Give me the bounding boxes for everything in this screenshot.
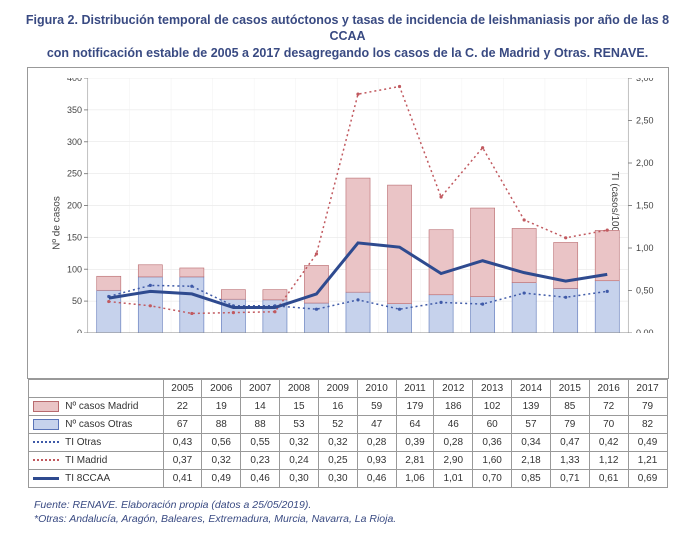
bar-otras <box>429 295 453 333</box>
svg-text:0: 0 <box>76 328 81 333</box>
svg-text:250: 250 <box>66 168 81 178</box>
svg-text:150: 150 <box>66 232 81 242</box>
bar-otras <box>512 282 536 332</box>
bar-madrid <box>429 229 453 294</box>
bar-madrid <box>595 230 619 280</box>
figure-title: Figura 2. Distribución temporal de casos… <box>12 12 683 61</box>
bar-madrid <box>138 265 162 277</box>
axis-right: 0,00 0,50 1,00 1,50 2,00 2,50 3,00 <box>628 78 664 333</box>
bar-otras <box>304 303 328 333</box>
svg-text:2,50: 2,50 <box>636 115 654 125</box>
bar-otras <box>553 288 577 333</box>
svg-text:100: 100 <box>66 264 81 274</box>
footnotes: Fuente: RENAVE. Elaboración propia (dato… <box>34 498 661 526</box>
bar-madrid <box>179 268 203 277</box>
bar-madrid <box>221 289 245 299</box>
svg-text:350: 350 <box>66 105 81 115</box>
svg-text:50: 50 <box>71 296 81 306</box>
svg-text:300: 300 <box>66 137 81 147</box>
svg-text:200: 200 <box>66 200 81 210</box>
chart-frame: Nº de casos TI (casos/100.000 hab) 05010… <box>27 67 669 379</box>
chart-plot <box>88 78 628 333</box>
svg-text:3,00: 3,00 <box>636 78 654 83</box>
svg-text:400: 400 <box>66 78 81 83</box>
axis-left: 0 50 100 150 200 250 300 350 400 <box>56 78 88 333</box>
svg-text:1,00: 1,00 <box>636 243 654 253</box>
svg-text:0,50: 0,50 <box>636 285 654 295</box>
svg-text:2,00: 2,00 <box>636 158 654 168</box>
svg-text:0,00: 0,00 <box>636 328 654 333</box>
data-table: 2005200620072008200920102011201220132014… <box>28 379 668 488</box>
bar-madrid <box>470 208 494 297</box>
svg-text:1,50: 1,50 <box>636 200 654 210</box>
bar-madrid <box>387 185 411 304</box>
bar-madrid <box>345 178 369 292</box>
bar-madrid <box>96 276 120 290</box>
bar-madrid <box>262 289 286 299</box>
axis-bottom <box>88 333 628 373</box>
bar-otras <box>595 280 619 332</box>
